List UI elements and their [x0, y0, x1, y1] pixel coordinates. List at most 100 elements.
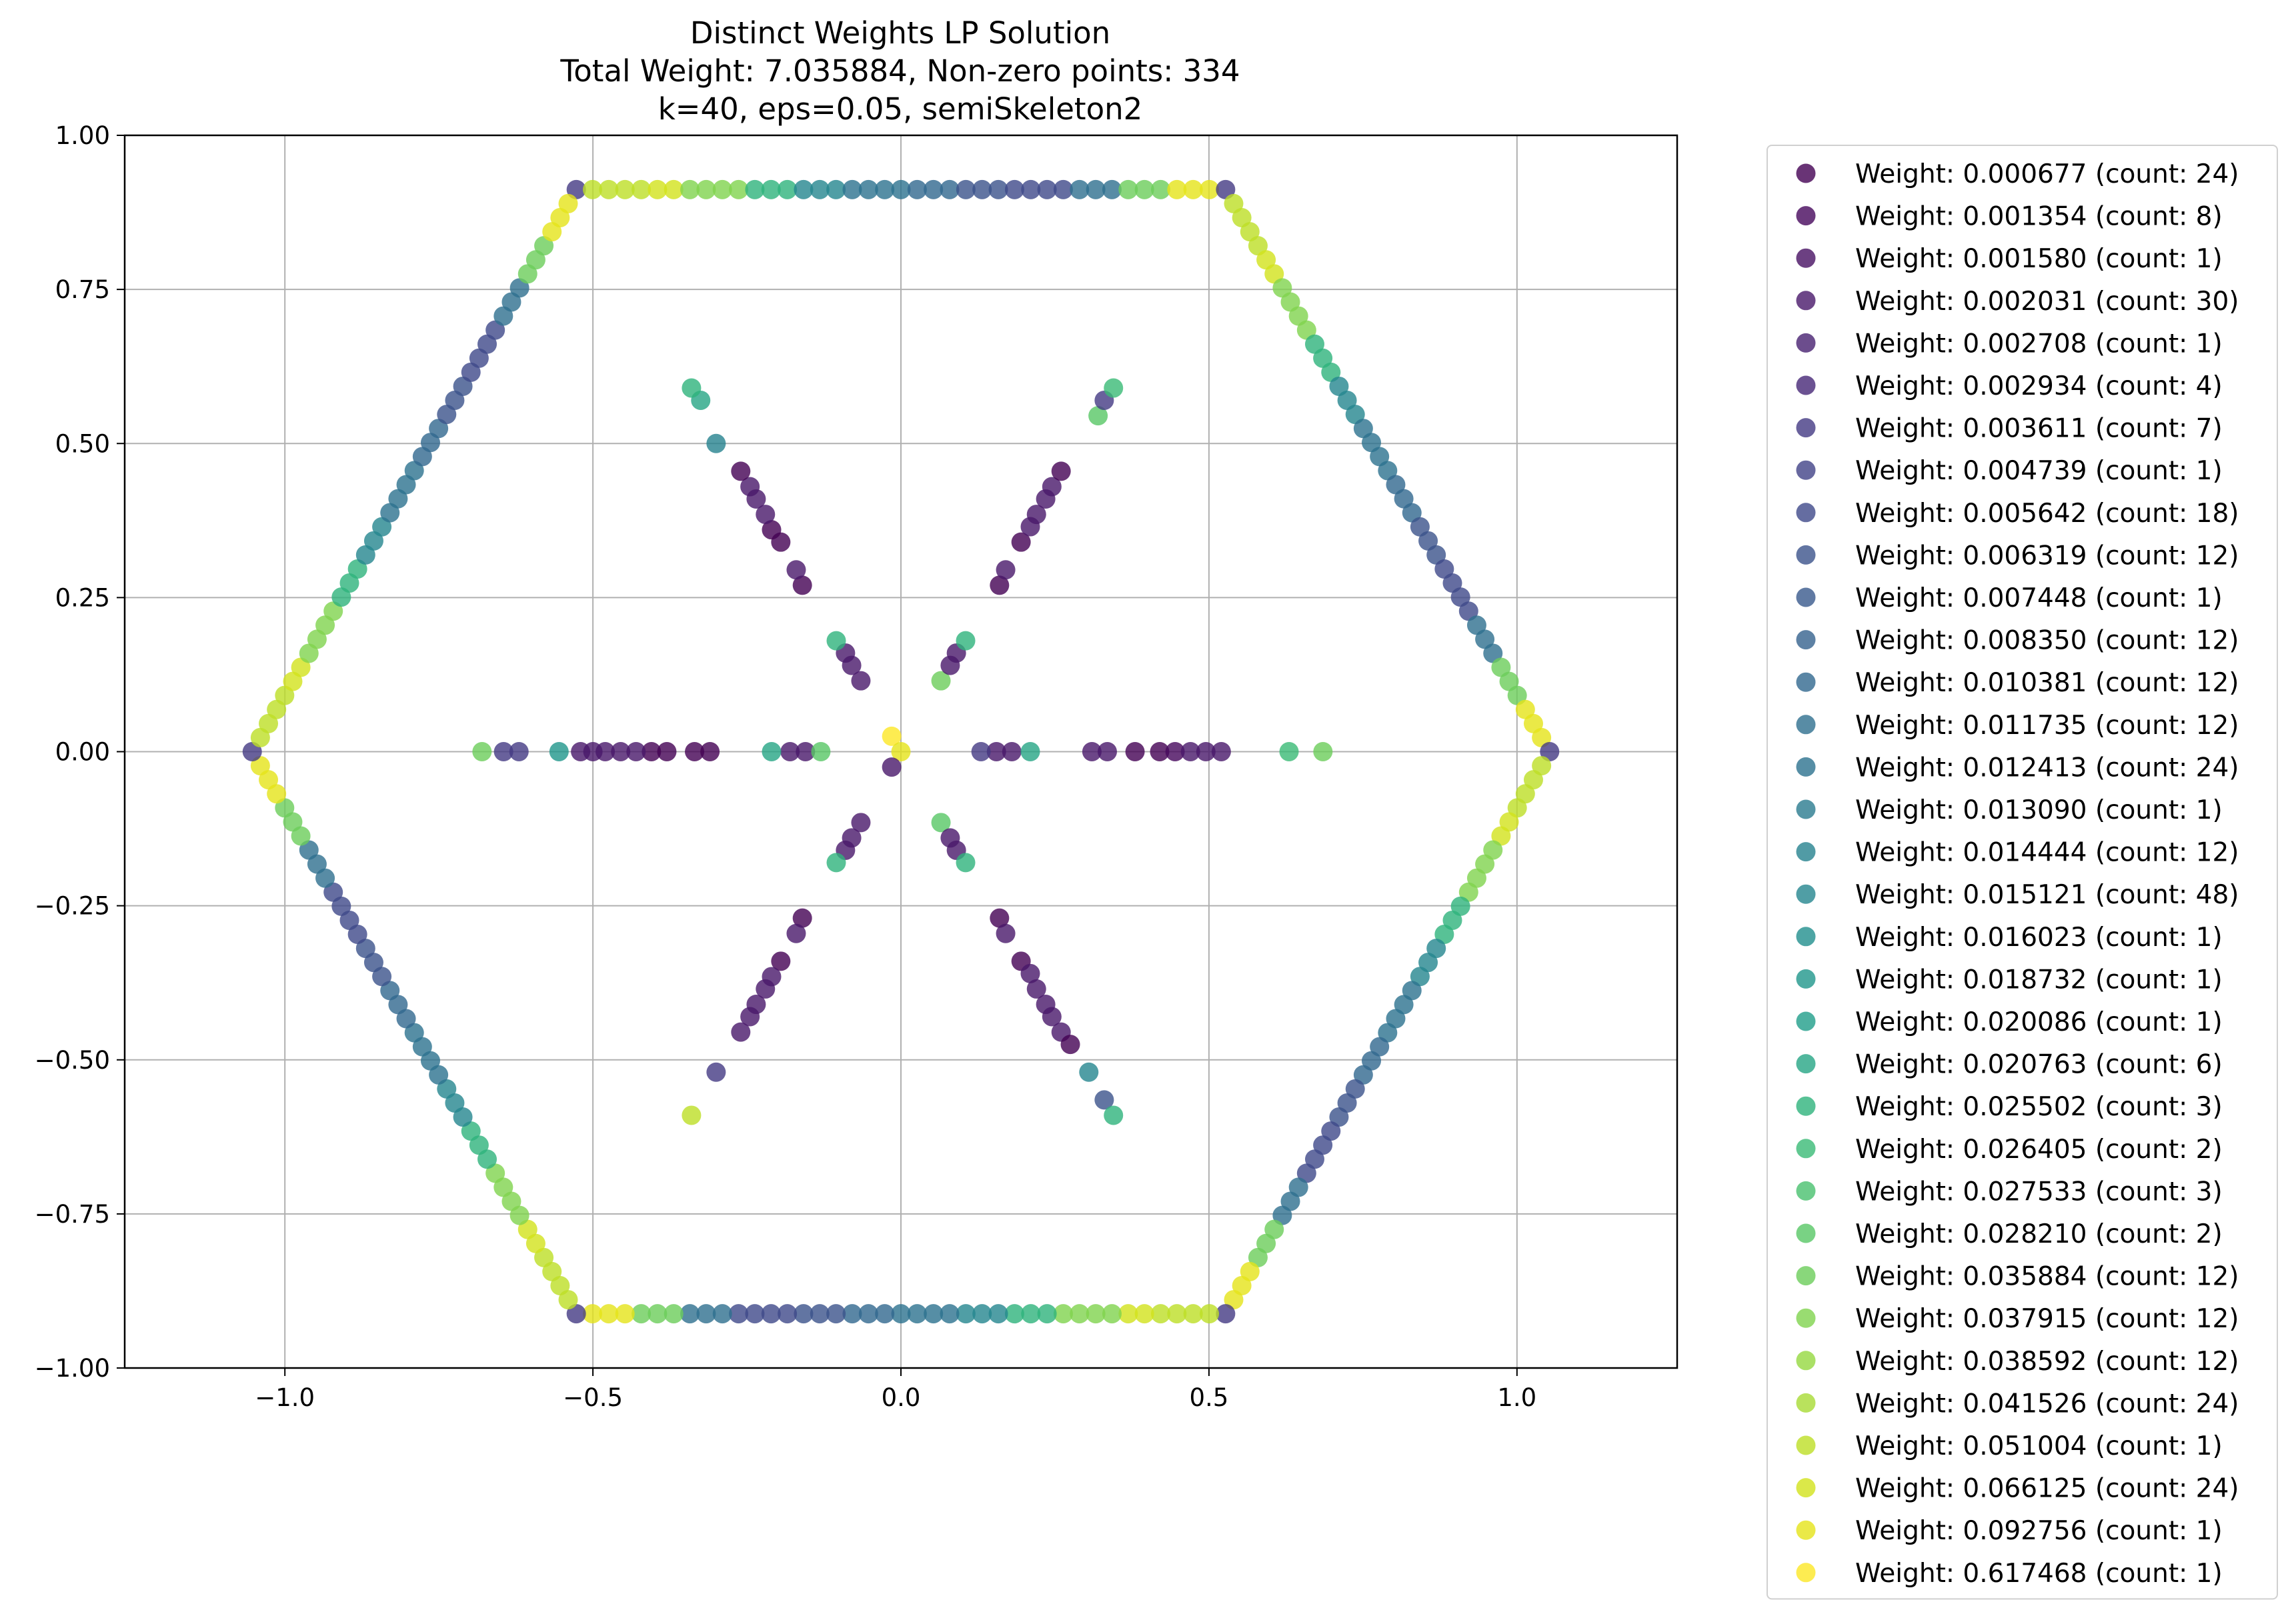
data-point — [1280, 292, 1300, 312]
data-point — [339, 910, 359, 930]
data-point — [339, 573, 359, 593]
y-tick-label: −1.00 — [35, 1354, 110, 1383]
data-point — [347, 559, 367, 579]
data-point — [685, 742, 705, 761]
data-point — [712, 1304, 732, 1324]
data-point — [990, 575, 1010, 595]
legend-label: Weight: 0.002934 (count: 4) — [1855, 371, 2223, 401]
legend-label: Weight: 0.092756 (count: 1) — [1855, 1516, 2223, 1546]
data-point — [1183, 1304, 1203, 1324]
data-point — [996, 560, 1016, 580]
y-tick-label: 0.50 — [55, 429, 110, 458]
data-point — [1053, 1304, 1073, 1324]
legend-marker — [1796, 1393, 1816, 1413]
legend-label: Weight: 0.041526 (count: 24) — [1855, 1389, 2239, 1419]
legend-marker — [1796, 1223, 1816, 1243]
data-point — [1386, 475, 1406, 495]
data-point — [972, 1304, 992, 1324]
data-point — [731, 461, 751, 481]
legend-label: Weight: 0.035884 (count: 12) — [1855, 1262, 2239, 1292]
data-point — [642, 742, 662, 761]
data-point — [810, 1304, 830, 1324]
data-point — [1088, 406, 1108, 426]
legend-marker — [1796, 715, 1816, 735]
data-point — [1353, 1065, 1373, 1085]
data-point — [1232, 1275, 1252, 1295]
data-point — [542, 1261, 562, 1281]
legend-label: Weight: 0.005642 (count: 18) — [1855, 499, 2239, 529]
data-point — [1345, 405, 1365, 425]
legend-label: Weight: 0.008350 (count: 12) — [1855, 626, 2239, 656]
y-tick-label: 0.75 — [55, 275, 110, 304]
data-point — [762, 520, 782, 540]
data-point — [924, 1304, 944, 1324]
legend-marker — [1796, 969, 1816, 989]
data-point — [988, 179, 1008, 199]
data-point — [558, 193, 578, 213]
data-point — [453, 376, 473, 396]
data-point — [1418, 953, 1438, 973]
data-point — [259, 770, 279, 790]
data-point — [404, 461, 424, 481]
data-point — [858, 179, 878, 199]
legend-marker — [1796, 375, 1816, 395]
data-point — [525, 1233, 545, 1253]
data-point — [1434, 925, 1454, 945]
data-point — [493, 742, 513, 761]
legend-label: Weight: 0.004739 (count: 1) — [1855, 456, 2223, 486]
data-point — [1475, 629, 1495, 649]
data-point — [1053, 179, 1073, 199]
data-point — [826, 631, 846, 651]
data-point — [1167, 179, 1187, 199]
data-point — [1240, 1261, 1260, 1281]
legend-marker — [1796, 1054, 1816, 1074]
data-point — [1483, 643, 1503, 663]
data-point — [1037, 179, 1057, 199]
data-point — [1402, 981, 1422, 1001]
legend-label: Weight: 0.011735 (count: 12) — [1855, 711, 2239, 741]
data-point — [956, 179, 976, 199]
data-point — [680, 179, 700, 199]
data-point — [372, 517, 392, 537]
legend-marker — [1796, 1520, 1816, 1540]
data-point — [347, 925, 367, 945]
data-point — [599, 179, 619, 199]
data-point — [1296, 320, 1316, 340]
legend-marker — [1796, 1011, 1816, 1031]
data-point — [648, 179, 668, 199]
data-point — [501, 292, 521, 312]
data-point — [1288, 306, 1308, 326]
data-point — [729, 1304, 749, 1324]
data-point — [1450, 587, 1470, 607]
data-point — [882, 757, 902, 777]
data-point — [931, 813, 951, 833]
legend-marker — [1796, 672, 1816, 692]
data-point — [680, 1304, 700, 1324]
data-point — [956, 1304, 976, 1324]
data-point — [1321, 1121, 1341, 1141]
data-point — [461, 362, 481, 382]
data-point — [826, 853, 846, 873]
data-point — [1410, 967, 1430, 987]
legend-marker — [1796, 1435, 1816, 1455]
legend-label: Weight: 0.001580 (count: 1) — [1855, 244, 2223, 274]
data-point — [1070, 179, 1090, 199]
data-point — [1426, 939, 1446, 959]
data-point — [283, 671, 303, 691]
data-point — [682, 378, 702, 398]
data-point — [566, 179, 586, 199]
legend-label: Weight: 0.028210 (count: 2) — [1855, 1219, 2223, 1249]
data-point — [875, 1304, 895, 1324]
data-point — [550, 1275, 570, 1295]
data-point — [891, 179, 911, 199]
data-point — [1337, 1093, 1357, 1113]
data-point — [851, 813, 871, 833]
legend-label: Weight: 0.051004 (count: 1) — [1855, 1431, 2223, 1461]
legend-marker — [1796, 163, 1816, 183]
data-point — [1491, 826, 1511, 846]
data-point — [1483, 840, 1503, 860]
data-point — [931, 671, 951, 691]
data-point — [1272, 278, 1292, 298]
data-point — [299, 643, 319, 663]
data-point — [517, 264, 537, 284]
